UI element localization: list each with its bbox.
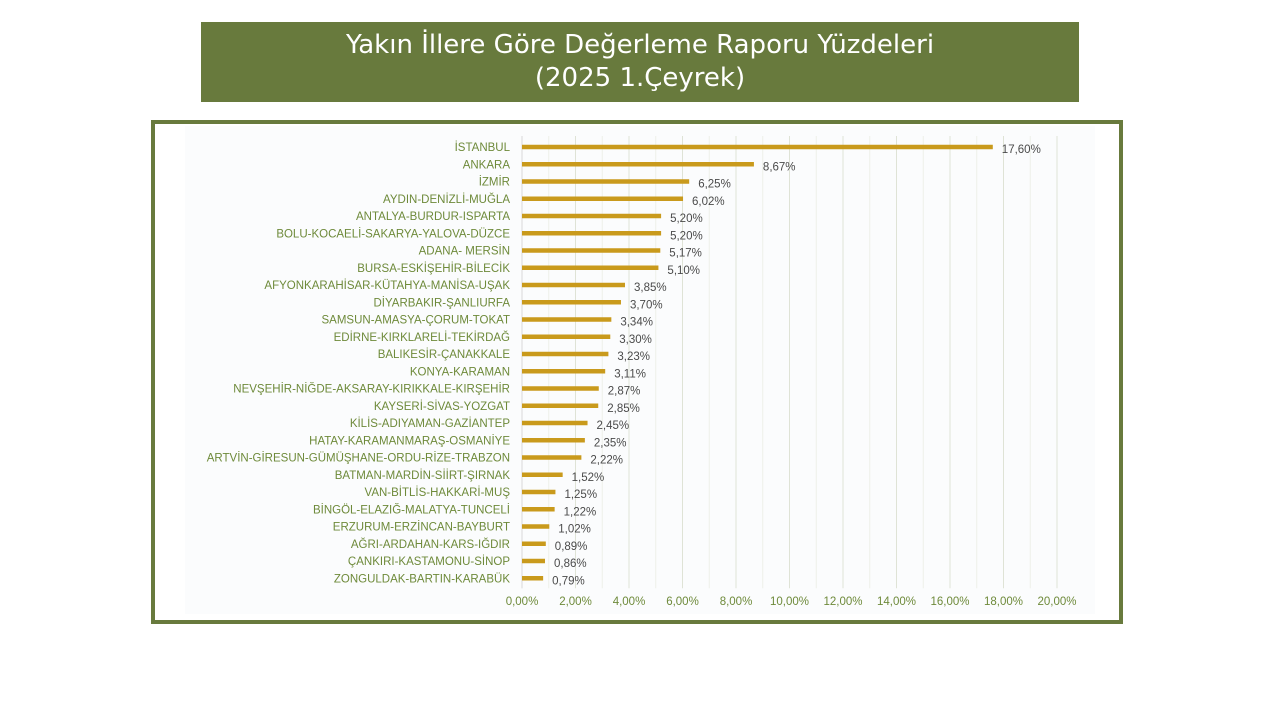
bar — [522, 334, 611, 339]
bar — [522, 576, 544, 581]
category-label: ANKARA — [463, 159, 511, 171]
bar — [522, 265, 659, 270]
category-label: İZMİR — [479, 176, 510, 189]
data-label: 6,25% — [698, 179, 731, 191]
data-label: 3,30% — [619, 334, 652, 346]
x-tick-label: 2,00% — [559, 596, 592, 608]
category-label: AYDIN-DENİZLİ-MUĞLA — [383, 193, 510, 206]
bar — [522, 248, 661, 253]
category-label: BALIKESİR-ÇANAKKALE — [378, 348, 511, 361]
data-label: 6,02% — [692, 196, 725, 208]
category-label: BURSA-ESKİŞEHİR-BİLECİK — [357, 262, 510, 275]
bar — [522, 541, 546, 546]
data-label: 3,85% — [634, 282, 667, 294]
category-label: DİYARBAKIR-ŞANLIURFA — [373, 296, 510, 309]
category-label: ANTALYA-BURDUR-ISPARTA — [356, 211, 510, 223]
data-label: 1,02% — [558, 524, 591, 536]
bar — [522, 179, 690, 184]
data-label: 2,45% — [597, 420, 630, 432]
category-label: KAYSERİ-SİVAS-YOZGAT — [374, 400, 510, 413]
category-label: ERZURUM-ERZİNCAN-BAYBURT — [333, 521, 510, 534]
bar — [522, 317, 612, 322]
data-label: 2,35% — [594, 437, 627, 449]
bar — [522, 162, 754, 167]
data-label: 5,20% — [670, 230, 703, 242]
category-label: AFYONKARAHİSAR-KÜTAHYA-MANİSA-UŞAK — [264, 279, 510, 292]
category-label: EDİRNE-KIRKLARELİ-TEKİRDAĞ — [334, 331, 510, 344]
data-label: 2,87% — [608, 386, 641, 398]
bar — [522, 231, 662, 236]
category-label: AĞRI-ARDAHAN-KARS-IĞDIR — [351, 538, 510, 551]
chart-subtitle: (2025 1.Çeyrek) — [534, 63, 746, 93]
x-tick-label: 4,00% — [613, 596, 646, 608]
bar — [522, 472, 563, 477]
category-label: BATMAN-MARDİN-SİİRT-ŞIRNAK — [335, 469, 511, 482]
data-label: 1,52% — [572, 472, 605, 484]
category-label: KONYA-KARAMAN — [410, 366, 510, 378]
data-label: 1,22% — [564, 506, 597, 518]
data-label: 0,79% — [552, 575, 585, 587]
category-label: HATAY-KARAMANMARAŞ-OSMANİYE — [309, 434, 510, 447]
bar — [522, 420, 588, 426]
bar — [522, 300, 621, 305]
data-label: 17,60% — [1002, 144, 1041, 156]
bar — [522, 403, 599, 408]
data-label: 8,67% — [763, 161, 796, 173]
category-label: ARTVİN-GİRESUN-GÜMÜŞHANE-ORDU-RİZE-TRABZ… — [207, 452, 510, 465]
bar — [522, 369, 606, 374]
category-label: SAMSUN-AMASYA-ÇORUM-TOKAT — [322, 315, 510, 327]
category-label: KİLİS-ADIYAMAN-GAZİANTEP — [350, 417, 511, 430]
data-label: 0,89% — [555, 541, 588, 553]
category-label: BOLU-KOCAELİ-SAKARYA-YALOVA-DÜZCE — [276, 227, 510, 240]
data-label: 3,70% — [630, 299, 663, 311]
category-label: NEVŞEHİR-NİĞDE-AKSARAY-KIRIKKALE-KIRŞEHİ… — [233, 383, 510, 396]
plot-background — [185, 126, 1095, 614]
bar — [522, 507, 555, 512]
x-tick-label: 18,00% — [984, 596, 1023, 608]
x-tick-label: 14,00% — [877, 596, 916, 608]
x-tick-label: 8,00% — [720, 596, 753, 608]
data-label: 3,23% — [617, 351, 650, 363]
chart-title-banner: Yakın İllere Göre Değerleme Raporu Yüzde… — [201, 22, 1079, 102]
bar — [522, 351, 609, 357]
category-label: BİNGÖL-ELAZIĞ-MALATYA-TUNCELİ — [313, 503, 510, 516]
data-label: 5,17% — [669, 248, 702, 260]
bar-chart: İSTANBUL 17,60% ANKARA 8,67% İZMİR 6,25% AYDIN… — [185, 126, 1095, 614]
chart-frame: İSTANBUL 17,60% ANKARA 8,67% İZMİR 6,25% AYDIN… — [151, 120, 1123, 624]
bar — [522, 558, 546, 564]
x-tick-label: 0,00% — [506, 596, 539, 608]
data-label: 1,25% — [564, 489, 597, 501]
data-label: 5,20% — [670, 213, 703, 225]
data-label: 0,86% — [554, 558, 587, 570]
bar — [522, 282, 625, 288]
data-label: 2,22% — [590, 455, 623, 467]
category-label: İSTANBUL — [455, 141, 511, 154]
data-label: 3,11% — [614, 368, 646, 380]
x-tick-label: 6,00% — [666, 596, 699, 608]
bar — [522, 455, 582, 460]
bar — [522, 438, 585, 443]
category-label: ZONGULDAK-BARTIN-KARABÜK — [334, 573, 510, 585]
category-label: ÇANKIRI-KASTAMONU-SİNOP — [348, 555, 510, 568]
bar — [522, 489, 556, 495]
bar — [522, 386, 599, 391]
bar — [522, 144, 993, 150]
bar — [522, 213, 662, 219]
chart-title: Yakın İllere Göre Değerleme Raporu Yüzde… — [345, 30, 935, 60]
data-label: 2,85% — [607, 403, 640, 415]
category-label: ADANA- MERSİN — [419, 245, 510, 258]
x-tick-label: 16,00% — [930, 596, 969, 608]
x-tick-label: 10,00% — [770, 596, 809, 608]
category-label: VAN-BİTLİS-HAKKARİ-MUŞ — [365, 486, 511, 499]
data-label: 5,10% — [667, 265, 700, 277]
x-tick-label: 12,00% — [823, 596, 862, 608]
data-label: 3,34% — [620, 317, 653, 329]
x-tick-label: 20,00% — [1037, 596, 1076, 608]
bar — [522, 524, 550, 529]
bar — [522, 196, 684, 201]
